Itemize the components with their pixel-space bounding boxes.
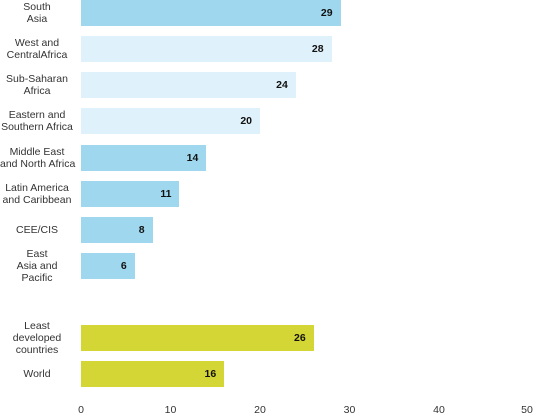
category-label: East Asia and Pacific xyxy=(0,248,74,284)
bar xyxy=(81,72,296,98)
category-label-line: Africa xyxy=(23,85,51,97)
category-label-line: and North Africa xyxy=(0,158,76,170)
bar xyxy=(81,253,135,279)
bar xyxy=(81,36,332,62)
bar xyxy=(81,108,260,134)
category-label-line: countries xyxy=(15,344,59,356)
category-label-line: CentralAfrica xyxy=(6,49,68,61)
value-label: 8 xyxy=(138,224,145,236)
x-tick-label: 0 xyxy=(78,404,84,416)
category-label: South Asia xyxy=(0,1,74,25)
category-label-line: and Caribbean xyxy=(2,194,72,206)
category-label-line: Latin America xyxy=(5,182,69,194)
category-label-line: developed xyxy=(12,332,62,344)
value-label: 14 xyxy=(186,152,199,164)
category-label-line: Asia xyxy=(26,13,48,25)
bar xyxy=(81,361,225,387)
category-label-line: West and xyxy=(14,37,60,49)
category-label-line: CEE/CIS xyxy=(15,224,58,236)
bar xyxy=(81,325,314,351)
category-label: Least developed countries xyxy=(0,320,74,356)
x-tick-label: 30 xyxy=(343,404,356,416)
bar xyxy=(81,217,153,243)
category-label-line: Asia and xyxy=(16,260,58,272)
value-label: 29 xyxy=(320,7,333,19)
bar xyxy=(81,181,180,207)
value-label: 11 xyxy=(160,188,172,200)
category-label-line: World xyxy=(23,368,51,380)
value-label: 24 xyxy=(276,79,288,91)
bar xyxy=(81,145,207,171)
category-label-line: Southern Africa xyxy=(1,121,73,133)
category-label-line: Eastern and xyxy=(8,109,66,121)
x-tick-label: 10 xyxy=(164,404,177,416)
category-label-line: Least xyxy=(24,320,50,332)
category-label: Middle East and North Africa xyxy=(0,146,76,170)
value-label: 26 xyxy=(294,332,306,344)
category-label: Sub-Saharan Africa xyxy=(0,73,74,97)
bar xyxy=(81,0,341,26)
category-label-line: East xyxy=(26,248,48,260)
category-label-line: Pacific xyxy=(21,272,53,284)
x-tick-label: 40 xyxy=(433,404,445,416)
x-tick-label: 50 xyxy=(521,404,533,416)
category-label: Eastern and Southern Africa xyxy=(0,109,74,133)
category-label: CEE/CIS xyxy=(0,224,74,236)
value-label: 16 xyxy=(204,368,217,380)
value-label: 20 xyxy=(240,115,252,127)
x-tick-label: 20 xyxy=(254,404,266,416)
category-label: World xyxy=(0,368,74,380)
category-label: West and CentralAfrica xyxy=(0,37,74,61)
value-label: 6 xyxy=(120,260,127,272)
value-label: 28 xyxy=(311,43,324,55)
category-label-line: Middle East xyxy=(9,146,65,158)
category-label-line: Sub-Saharan xyxy=(6,73,68,85)
category-label-line: South xyxy=(23,1,51,13)
category-label: Latin America and Caribbean xyxy=(0,182,74,206)
